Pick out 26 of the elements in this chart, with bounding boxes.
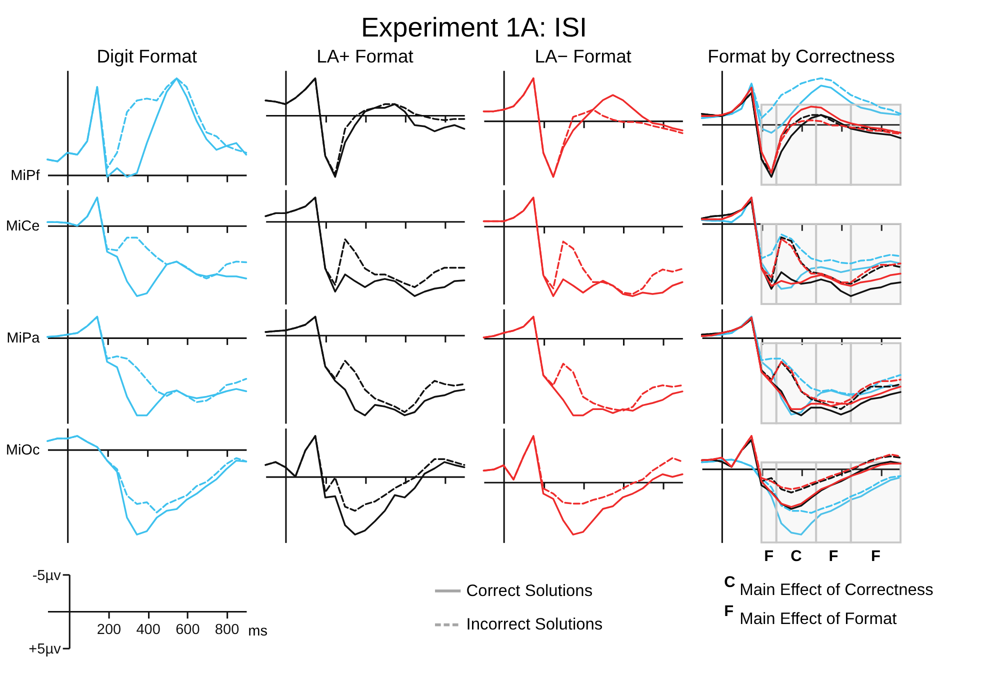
x-tick-label: 800 xyxy=(214,622,240,638)
text: F xyxy=(870,548,880,565)
text: F xyxy=(724,603,734,620)
text: F xyxy=(828,548,838,565)
text: Experiment 1A: ISI xyxy=(360,11,588,42)
x-tick-label: 400 xyxy=(136,622,160,638)
chart-title: LA+ Format xyxy=(316,46,414,67)
x-tick-label: 600 xyxy=(176,622,200,638)
y-tick-label: +5µv xyxy=(28,641,62,658)
text: Main Effect of Format xyxy=(740,610,898,628)
chart-title: LA− Format xyxy=(534,46,632,67)
text: Main Effect of Correctness xyxy=(740,580,934,599)
chart-title: Digit Format xyxy=(96,46,197,67)
legend-label: Correct Solutions xyxy=(466,582,593,600)
y-tick-label: -5µv xyxy=(32,568,62,584)
y-axis-title: MiPf xyxy=(10,168,41,184)
y-axis-title: MiOc xyxy=(6,442,40,458)
x-tick-label: 200 xyxy=(96,622,122,638)
legend-label: Incorrect Solutions xyxy=(466,616,603,634)
text: C xyxy=(724,574,736,592)
text: F xyxy=(764,548,774,565)
text: C xyxy=(790,548,802,565)
y-axis-title: MiCe xyxy=(6,218,40,235)
chart-title: Format by Correctness xyxy=(708,46,895,67)
y-axis-title: MiPa xyxy=(6,330,41,347)
x-axis-title: ms xyxy=(248,624,268,640)
